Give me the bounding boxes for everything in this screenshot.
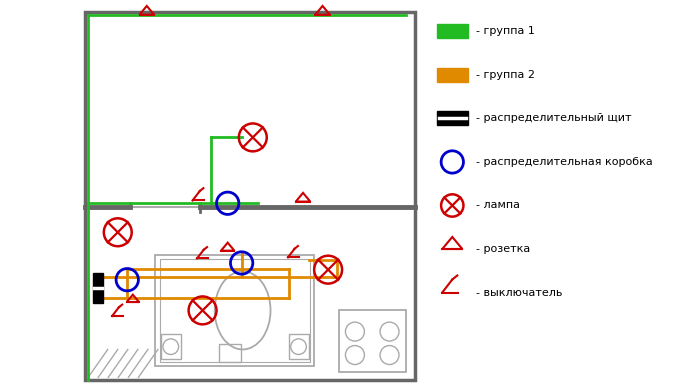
Bar (92, 273, 103, 303)
Bar (340, 310, 406, 372)
Bar (160, 259, 309, 362)
Text: - розетка: - розетка (476, 244, 531, 254)
Bar (437, 111, 468, 125)
Bar (437, 24, 468, 38)
Bar (219, 344, 241, 362)
Text: - лампа: - лампа (476, 200, 520, 211)
Text: - группа 1: - группа 1 (476, 26, 535, 36)
Bar (437, 68, 468, 82)
Text: - распределительный щит: - распределительный щит (476, 113, 631, 123)
Text: - выключатель: - выключатель (476, 288, 562, 298)
Bar (85, 12, 414, 380)
Bar (288, 334, 309, 359)
Text: - группа 2: - группа 2 (476, 70, 535, 80)
Bar (155, 254, 314, 366)
Text: - распределительная коробка: - распределительная коробка (476, 157, 653, 167)
Bar (161, 334, 181, 359)
